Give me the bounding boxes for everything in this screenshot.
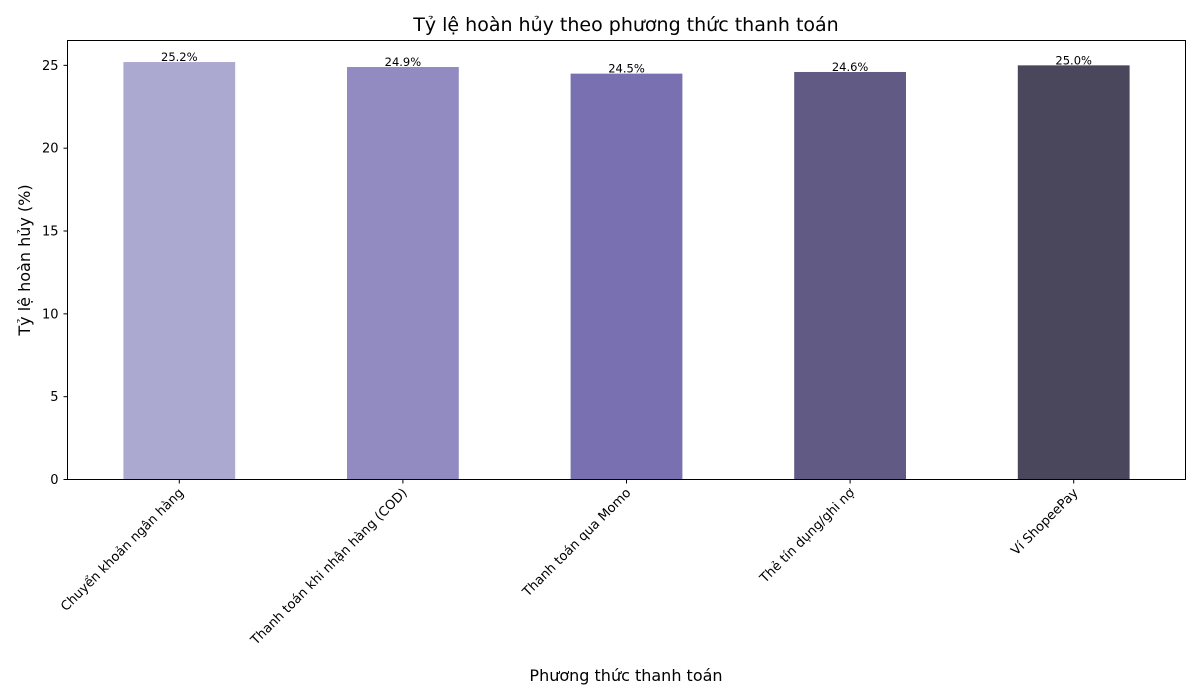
bar-4	[1017, 65, 1130, 480]
y-axis-label: Tỷ lệ hoàn hủy (%)	[15, 184, 34, 336]
y-tick-label-0: 0	[50, 473, 58, 488]
y-axis: 0 5 10 15 20 25	[42, 59, 68, 488]
x-tick-label-2: Thanh toán qua Momo	[519, 486, 634, 601]
data-label-0: 25.2%	[161, 50, 198, 64]
bars-layer	[123, 62, 1130, 480]
y-tick-label-2: 10	[42, 307, 59, 322]
x-tick-label-4: Ví ShopeePay	[1009, 486, 1082, 559]
chart-title: Tỷ lệ hoàn hủy theo phương thức thanh to…	[412, 14, 838, 36]
bar-2	[570, 73, 683, 480]
data-label-3: 24.6%	[832, 60, 869, 74]
y-tick-label-5: 25	[42, 59, 59, 74]
y-tick-label-3: 15	[42, 225, 59, 240]
bar-3	[794, 71, 906, 480]
plot-frame	[67, 40, 1186, 480]
x-axis: Chuyển khoản ngân hàng Thanh toán khi nhậ…	[58, 479, 1082, 649]
x-axis-label: Phương thức thanh toán	[529, 666, 722, 685]
x-tick-label-3: Thẻ tín dụng/ghi nợ	[757, 486, 858, 587]
bar-0	[123, 62, 236, 480]
y-tick-label-1: 5	[50, 390, 58, 405]
data-label-4: 25.0%	[1055, 53, 1092, 67]
data-labels-layer: 25.2% 24.9% 24.5% 24.6% 25.0%	[161, 50, 1092, 76]
bar-1	[347, 67, 459, 480]
x-tick-label-1: Thanh toán khi nhận hàng (COD)	[248, 486, 411, 649]
data-label-2: 24.5%	[608, 62, 645, 76]
data-label-1: 24.9%	[385, 55, 422, 69]
x-tick-label-0: Chuyển khoản ngân hàng	[58, 486, 187, 615]
y-tick-label-4: 20	[42, 142, 59, 157]
